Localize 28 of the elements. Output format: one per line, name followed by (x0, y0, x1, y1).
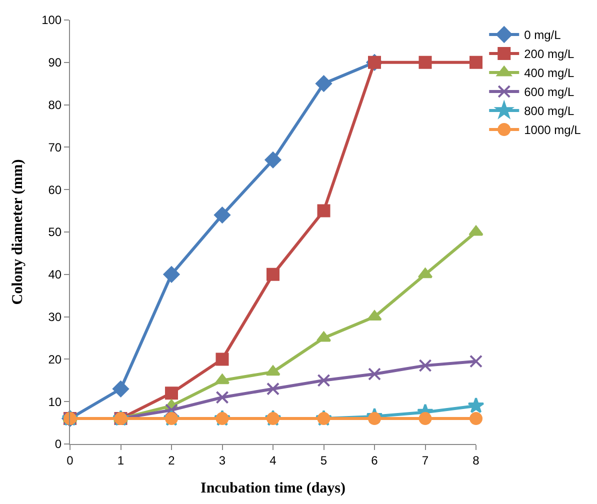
x-tick-label: 0 (66, 453, 74, 468)
x-tick-label: 2 (168, 453, 176, 468)
x-tick-label: 8 (472, 453, 480, 468)
y-tick-label: 30 (48, 310, 62, 324)
y-tick-label: 0 (54, 437, 62, 452)
y-axis-title: Colony diameter (mm) (10, 159, 26, 305)
legend-label: 0 mg/L (524, 28, 562, 42)
y-tick-label: 10 (48, 394, 62, 409)
x-tick-label: 6 (371, 453, 378, 468)
y-tick-label: 70 (48, 140, 62, 154)
legend-label: 600 mg/L (524, 85, 574, 100)
legend-label: 800 mg/L (524, 104, 574, 118)
x-tick-label: 4 (270, 453, 277, 468)
legend-label: 1000 mg/L (524, 123, 582, 138)
y-tick-label: 20 (48, 352, 62, 366)
x-axis-title: Incubation time (days) (200, 480, 346, 496)
y-tick-label: 90 (48, 56, 62, 70)
x-tick-label: 7 (422, 453, 429, 468)
y-tick-label: 100 (42, 13, 62, 28)
y-tick-label: 60 (48, 182, 62, 197)
y-tick-label: 50 (48, 225, 62, 240)
x-tick-label: 1 (117, 453, 124, 468)
x-tick-label: 5 (320, 453, 328, 468)
legend-label: 400 mg/L (524, 66, 574, 80)
y-tick-label: 80 (48, 98, 62, 112)
legend-label: 200 mg/L (524, 47, 574, 62)
y-tick-label: 40 (48, 268, 62, 282)
x-tick-label: 3 (218, 453, 226, 468)
